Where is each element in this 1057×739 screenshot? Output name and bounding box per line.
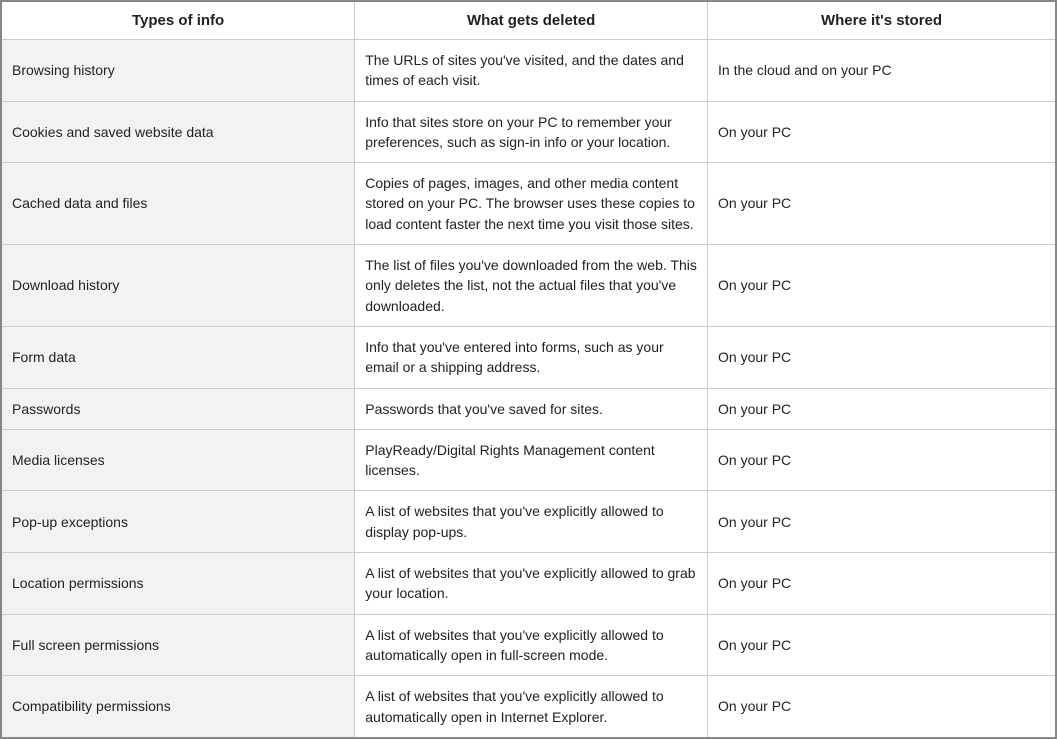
table-row: Browsing history The URLs of sites you'v… bbox=[2, 40, 1055, 102]
cell-deleted: A list of websites that you've explicitl… bbox=[355, 491, 708, 553]
col-header-stored: Where it's stored bbox=[708, 2, 1056, 40]
table-row: Form data Info that you've entered into … bbox=[2, 326, 1055, 388]
cell-stored: On your PC bbox=[708, 326, 1056, 388]
cell-stored: On your PC bbox=[708, 491, 1056, 553]
table-row: Passwords Passwords that you've saved fo… bbox=[2, 388, 1055, 429]
cell-type: Cookies and saved website data bbox=[2, 101, 355, 163]
cell-stored: On your PC bbox=[708, 101, 1056, 163]
table-row: Pop-up exceptions A list of websites tha… bbox=[2, 491, 1055, 553]
table-body: Browsing history The URLs of sites you'v… bbox=[2, 40, 1055, 737]
cell-stored: In the cloud and on your PC bbox=[708, 40, 1056, 102]
col-header-deleted: What gets deleted bbox=[355, 2, 708, 40]
cell-type: Cached data and files bbox=[2, 163, 355, 245]
table-row: Media licenses PlayReady/Digital Rights … bbox=[2, 429, 1055, 491]
cell-type: Compatibility permissions bbox=[2, 676, 355, 737]
cell-type: Full screen permissions bbox=[2, 614, 355, 676]
cell-stored: On your PC bbox=[708, 245, 1056, 327]
cell-deleted: Info that you've entered into forms, suc… bbox=[355, 326, 708, 388]
cell-stored: On your PC bbox=[708, 676, 1056, 737]
cell-type: Form data bbox=[2, 326, 355, 388]
cell-type: Location permissions bbox=[2, 553, 355, 615]
cell-deleted: The URLs of sites you've visited, and th… bbox=[355, 40, 708, 102]
info-table: Types of info What gets deleted Where it… bbox=[2, 2, 1055, 737]
cell-deleted: A list of websites that you've explicitl… bbox=[355, 676, 708, 737]
info-table-container: Types of info What gets deleted Where it… bbox=[0, 0, 1057, 739]
table-row: Compatibility permissions A list of webs… bbox=[2, 676, 1055, 737]
cell-deleted: The list of files you've downloaded from… bbox=[355, 245, 708, 327]
cell-type: Media licenses bbox=[2, 429, 355, 491]
table-row: Download history The list of files you'v… bbox=[2, 245, 1055, 327]
cell-deleted: Passwords that you've saved for sites. bbox=[355, 388, 708, 429]
table-row: Cached data and files Copies of pages, i… bbox=[2, 163, 1055, 245]
cell-type: Passwords bbox=[2, 388, 355, 429]
cell-deleted: Copies of pages, images, and other media… bbox=[355, 163, 708, 245]
cell-type: Pop-up exceptions bbox=[2, 491, 355, 553]
col-header-types: Types of info bbox=[2, 2, 355, 40]
cell-stored: On your PC bbox=[708, 429, 1056, 491]
cell-deleted: PlayReady/Digital Rights Management cont… bbox=[355, 429, 708, 491]
table-row: Full screen permissions A list of websit… bbox=[2, 614, 1055, 676]
cell-stored: On your PC bbox=[708, 553, 1056, 615]
cell-type: Browsing history bbox=[2, 40, 355, 102]
cell-deleted: Info that sites store on your PC to reme… bbox=[355, 101, 708, 163]
cell-type: Download history bbox=[2, 245, 355, 327]
table-header-row: Types of info What gets deleted Where it… bbox=[2, 2, 1055, 40]
cell-stored: On your PC bbox=[708, 163, 1056, 245]
cell-stored: On your PC bbox=[708, 388, 1056, 429]
table-row: Cookies and saved website data Info that… bbox=[2, 101, 1055, 163]
cell-stored: On your PC bbox=[708, 614, 1056, 676]
cell-deleted: A list of websites that you've explicitl… bbox=[355, 614, 708, 676]
table-row: Location permissions A list of websites … bbox=[2, 553, 1055, 615]
cell-deleted: A list of websites that you've explicitl… bbox=[355, 553, 708, 615]
